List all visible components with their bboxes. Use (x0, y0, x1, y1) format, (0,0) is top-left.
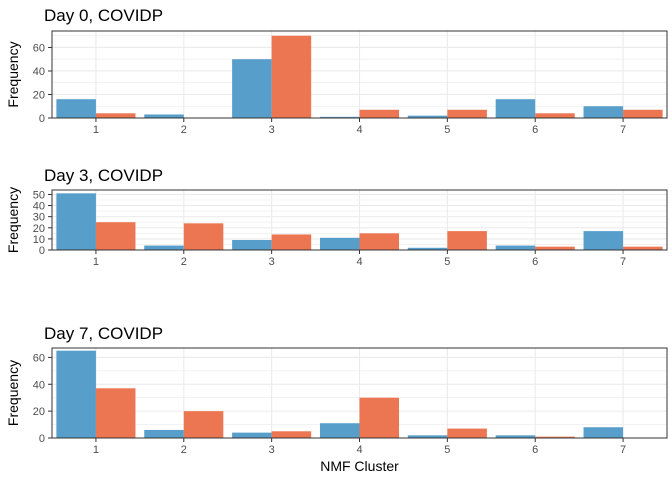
y-tick-label: 30 (33, 212, 45, 224)
bar-series-1-cluster-4 (319, 116, 360, 118)
x-tick-label: 2 (181, 444, 187, 456)
bar-series-1-cluster-5 (407, 247, 448, 250)
panel-title: Day 7, COVIDP (44, 324, 163, 343)
bar-series-2-cluster-2 (183, 411, 224, 438)
bar-series-1-cluster-7 (583, 427, 624, 438)
bar-series-1-cluster-3 (232, 240, 272, 250)
x-tick-label: 5 (444, 124, 450, 136)
bar-series-1-cluster-7 (583, 106, 624, 118)
x-tick-label: 5 (444, 444, 450, 456)
bar-series-1-cluster-2 (144, 429, 184, 438)
x-tick-label: 1 (93, 124, 99, 136)
bar-series-1-cluster-2 (144, 245, 184, 250)
x-tick-label: 3 (269, 256, 275, 268)
bar-series-2-cluster-1 (95, 388, 136, 438)
y-tick-label: 0 (39, 433, 45, 445)
x-axis-label: NMF Cluster (320, 458, 399, 474)
x-tick-label: 7 (620, 256, 626, 268)
bar-series-1-cluster-1 (56, 99, 96, 118)
bar-series-1-cluster-3 (232, 432, 272, 438)
y-axis-label: Frequency (5, 187, 21, 253)
chart-panel-3: Day 7, COVIDP 0 20 40 60 1 2 3 4 5 6 7 Frequency NMF … (5, 324, 668, 474)
y-axis-label: Frequency (5, 360, 21, 426)
y-tick-label: 50 (33, 189, 45, 201)
y-tick-label: 20 (33, 89, 45, 101)
bar-series-2-cluster-3 (271, 35, 312, 119)
y-tick-label: 60 (33, 42, 45, 54)
bar-series-1-cluster-6 (495, 99, 536, 118)
bar-series-1-cluster-3 (232, 59, 272, 118)
x-tick-label: 2 (181, 256, 187, 268)
bar-series-2-cluster-4 (359, 397, 400, 438)
x-tick-label: 1 (93, 256, 99, 268)
y-tick-label: 40 (33, 201, 45, 213)
bar-series-1-cluster-1 (56, 350, 96, 438)
y-tick-label: 60 (33, 352, 45, 364)
y-tick-label: 0 (39, 245, 45, 257)
bar-series-2-cluster-6 (535, 246, 575, 250)
y-tick-label: 0 (39, 113, 45, 125)
bar-series-1-cluster-6 (495, 435, 536, 438)
bar-series-2-cluster-5 (447, 109, 487, 118)
bar-series-1-cluster-5 (407, 115, 448, 118)
bar-series-1-cluster-4 (319, 423, 360, 438)
bar-series-2-cluster-2 (183, 223, 224, 250)
bar-series-2-cluster-1 (95, 222, 136, 250)
bar-series-1-cluster-1 (56, 193, 96, 250)
y-tick-label: 40 (33, 379, 45, 391)
bar-series-1-cluster-6 (495, 245, 536, 250)
x-tick-label: 3 (269, 124, 275, 136)
bar-series-2-cluster-7 (623, 109, 663, 118)
panel-title: Day 0, COVIDP (44, 6, 163, 25)
bar-series-2-cluster-6 (535, 436, 575, 438)
x-tick-label: 6 (532, 124, 538, 136)
bar-series-1-cluster-2 (144, 114, 184, 118)
bar-series-2-cluster-1 (95, 113, 136, 118)
x-tick-label: 6 (532, 256, 538, 268)
bar-series-2-cluster-5 (447, 231, 487, 250)
x-tick-label: 7 (620, 444, 626, 456)
x-tick-label: 3 (269, 444, 275, 456)
x-tick-label: 4 (356, 256, 362, 268)
bar-series-2-cluster-7 (623, 246, 663, 250)
y-tick-label: 10 (33, 234, 45, 246)
y-tick-label: 20 (33, 223, 45, 235)
bar-series-1-cluster-5 (407, 435, 448, 438)
x-tick-label: 6 (532, 444, 538, 456)
bar-series-2-cluster-4 (359, 109, 400, 118)
panel-title: Day 3, COVIDP (44, 166, 163, 185)
x-tick-label: 2 (181, 124, 187, 136)
x-tick-label: 4 (356, 444, 362, 456)
y-tick-label: 40 (33, 66, 45, 78)
bar-series-2-cluster-3 (271, 234, 312, 250)
x-tick-label: 4 (356, 124, 362, 136)
x-tick-label: 1 (93, 444, 99, 456)
y-tick-label: 20 (33, 406, 45, 418)
bar-series-1-cluster-7 (583, 231, 624, 250)
bar-series-2-cluster-6 (535, 113, 575, 118)
bar-series-1-cluster-4 (319, 237, 360, 250)
bar-series-2-cluster-5 (447, 428, 487, 438)
x-tick-label: 5 (444, 256, 450, 268)
x-tick-label: 7 (620, 124, 626, 136)
bar-series-2-cluster-3 (271, 431, 312, 438)
bar-series-2-cluster-4 (359, 233, 400, 250)
y-axis-label: Frequency (5, 41, 21, 107)
chart-panel-1: Day 0, COVIDP 0 20 40 60 1 2 3 4 5 6 7 Frequency (5, 6, 668, 136)
